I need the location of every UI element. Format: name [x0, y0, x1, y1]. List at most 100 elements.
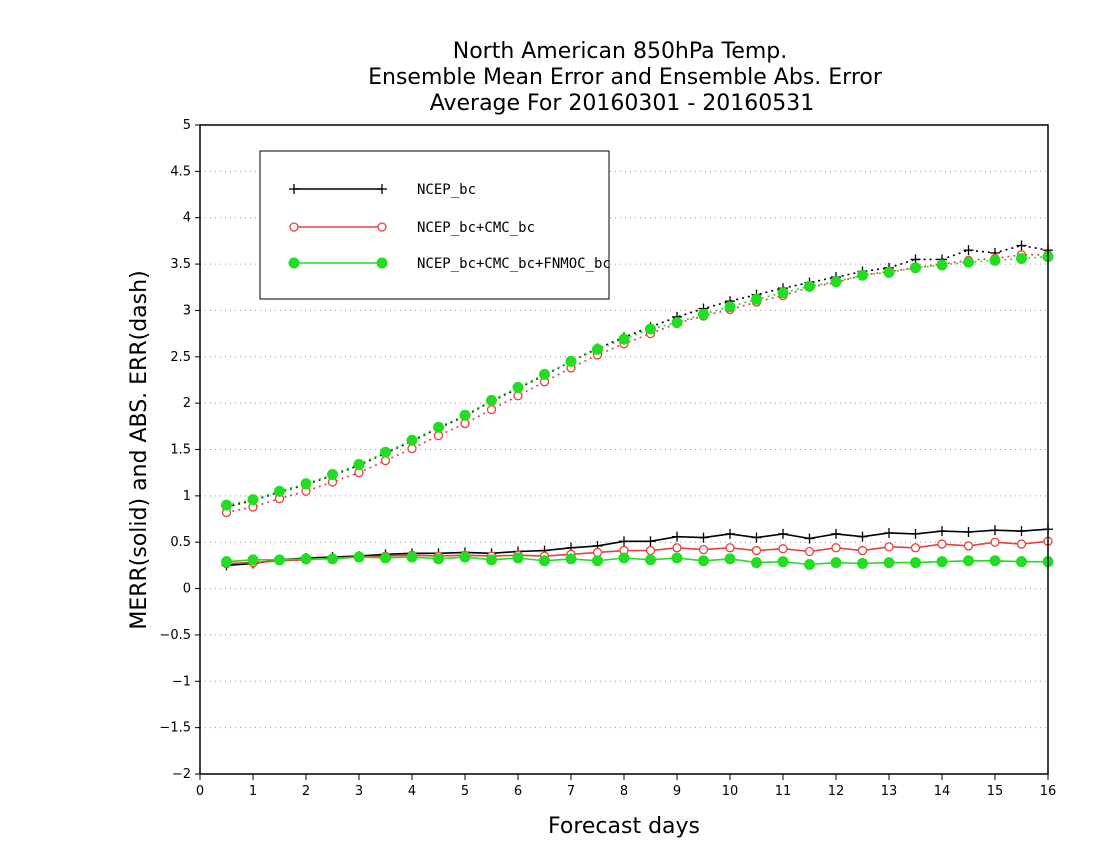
open-circle-marker	[407, 443, 417, 454]
open-circle-marker	[486, 404, 497, 415]
filled-circle-marker	[300, 478, 312, 490]
filled-circle-marker	[645, 554, 656, 566]
plus-marker	[857, 531, 868, 542]
open-circle-marker	[910, 543, 921, 553]
filled-circle-marker	[221, 499, 232, 511]
filled-circle-marker	[376, 257, 388, 269]
plus-marker	[1016, 526, 1027, 537]
open-circle-marker	[831, 543, 841, 553]
filled-circle-marker	[698, 555, 709, 567]
x-tick-label: 13	[881, 784, 898, 799]
filled-circle-marker	[274, 554, 285, 566]
filled-circle-marker	[380, 446, 391, 458]
filled-circle-marker	[247, 494, 259, 506]
x-tick-label: 14	[934, 784, 951, 799]
filled-circle-marker	[512, 381, 524, 393]
filled-circle-marker	[433, 421, 444, 433]
merr-line	[226, 556, 1048, 566]
plus-marker	[698, 532, 709, 543]
series-3	[221, 251, 1054, 570]
plus-marker	[910, 528, 921, 539]
filled-circle-marker	[592, 343, 603, 355]
open-circle-marker	[354, 468, 364, 478]
filled-circle-marker	[671, 552, 683, 564]
legend: NCEP_bc NCEP_bc+CMC_bc NCEP_bc+CMC_bc+FNMO…	[259, 150, 611, 300]
filled-circle-marker	[777, 287, 789, 299]
x-tick-label: 7	[567, 784, 575, 799]
title-line-1: North American 850hPa Temp.	[453, 39, 788, 64]
filled-circle-marker	[989, 555, 1001, 567]
filled-circle-marker	[804, 558, 815, 570]
filled-circle-marker	[565, 553, 577, 565]
legend-label: NCEP_bc+CMC_bc+FNMOC_bc	[417, 256, 611, 272]
plus-marker	[619, 536, 629, 547]
filled-circle-marker	[406, 551, 418, 563]
open-circle-marker	[698, 544, 709, 555]
x-tick-label: 1	[249, 784, 257, 799]
filled-circle-marker	[300, 553, 312, 565]
filled-circle-marker	[883, 266, 895, 278]
filled-circle-marker	[539, 555, 550, 567]
filled-circle-marker	[486, 394, 497, 406]
filled-circle-marker	[963, 256, 974, 268]
plus-marker	[990, 525, 1000, 536]
open-circle-marker	[778, 544, 788, 554]
filled-circle-marker	[592, 555, 603, 567]
open-circle-marker	[1016, 539, 1027, 549]
x-tick-label: 9	[673, 784, 681, 799]
filled-circle-marker	[751, 293, 762, 305]
plus-marker	[804, 533, 815, 544]
legend-item-1: NCEP_bc	[289, 182, 476, 198]
filled-circle-marker	[380, 552, 391, 564]
filled-circle-marker	[910, 557, 921, 569]
legend-label: NCEP_bc	[417, 182, 476, 198]
open-circle-marker	[433, 430, 444, 441]
plus-marker	[672, 531, 682, 542]
open-circle-marker	[937, 539, 947, 549]
plot-frame	[199, 124, 1049, 775]
filled-circle-marker	[618, 552, 630, 564]
x-tick-label: 12	[828, 784, 845, 799]
y-tick-label: 4.5	[170, 164, 191, 179]
x-tick-label: 10	[722, 784, 739, 799]
title-line-2: Ensemble Mean Error and Ensemble Abs. Er…	[368, 65, 883, 90]
filled-circle-marker	[512, 552, 524, 564]
plus-marker	[751, 532, 762, 543]
legend-box	[259, 150, 610, 300]
filled-circle-marker	[724, 301, 736, 313]
title-line-3: Average For 20160301 - 20160531	[430, 91, 815, 116]
open-circle-marker	[751, 545, 762, 556]
legend-label: NCEP_bc+CMC_bc	[417, 220, 535, 236]
x-tick-label: 11	[775, 784, 792, 799]
series-layer	[221, 240, 1054, 571]
y-tick-label: 2	[183, 396, 191, 411]
filled-circle-marker	[353, 551, 365, 563]
y-axis-ticks: −2 −1.5 −1 −0.5 0 0.5 1 1.5 2 2.5 3 3.5 4 4.5 5	[159, 118, 200, 782]
filled-circle-marker	[857, 269, 868, 281]
plus-marker	[778, 528, 788, 539]
plus-marker	[963, 245, 974, 256]
filled-circle-marker	[327, 469, 338, 481]
x-tick-label: 15	[987, 784, 1004, 799]
x-tick-label: 2	[302, 784, 310, 799]
y-tick-label: 5	[183, 118, 191, 133]
x-tick-label: 4	[408, 784, 416, 799]
open-circle-marker	[513, 391, 523, 401]
filled-circle-marker	[645, 323, 656, 335]
merr-line	[226, 540, 1049, 565]
filled-circle-marker	[486, 554, 497, 566]
filled-circle-marker	[406, 434, 418, 446]
filled-circle-marker	[989, 254, 1001, 266]
filled-circle-marker	[353, 458, 365, 470]
filled-circle-marker	[777, 556, 789, 568]
filled-circle-marker	[459, 551, 471, 563]
y-tick-label: 4	[183, 211, 191, 226]
filled-circle-marker	[698, 308, 709, 320]
plus-marker	[645, 536, 656, 547]
open-circle-marker	[725, 543, 735, 553]
filled-circle-marker	[274, 485, 285, 497]
open-circle-marker	[857, 545, 868, 556]
x-tick-label: 16	[1040, 784, 1057, 799]
filled-circle-marker	[751, 557, 762, 569]
y-tick-label: 3	[183, 303, 191, 318]
